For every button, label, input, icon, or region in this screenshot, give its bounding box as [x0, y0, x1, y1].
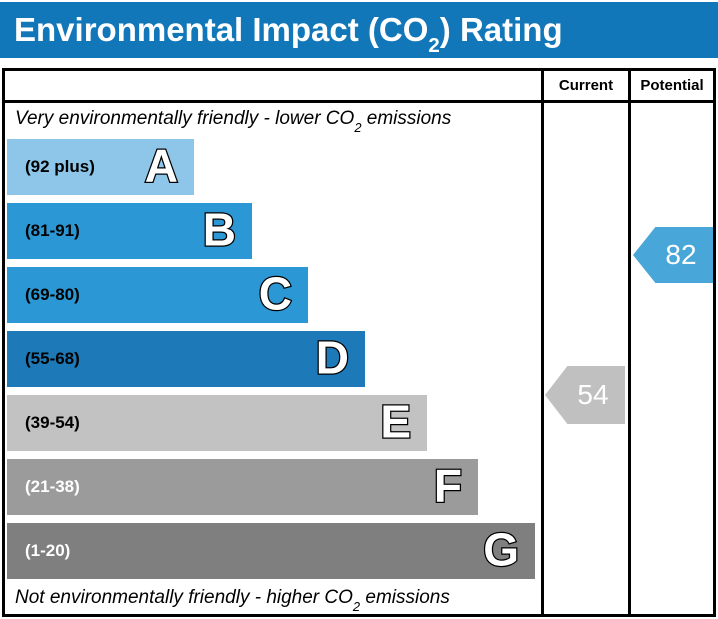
table-header-row: Current Potential [5, 71, 713, 103]
rating-band-d: (55-68) D [7, 331, 365, 387]
rating-band-a: (92 plus) A [7, 139, 194, 195]
rating-scale-column: Very environmentally friendly - lower CO… [5, 103, 541, 614]
band-range-label: (69-80) [25, 285, 80, 304]
bottom-note: Not environmentally friendly - higher CO… [15, 587, 450, 614]
band-letter: G [482, 523, 520, 576]
rating-band-g: (1-20) G [7, 523, 535, 579]
top-note: Very environmentally friendly - lower CO… [15, 108, 452, 135]
band-range-label: (1-20) [25, 541, 71, 560]
band-range-label: (55-68) [25, 349, 80, 368]
rating-bars: (92 plus) A (81-91) B (69-80) C (55-68) … [7, 139, 535, 587]
potential-value: 82 [665, 239, 697, 270]
page-title: Environmental Impact (CO2) Rating [14, 11, 563, 58]
band-letter: D [315, 331, 351, 384]
band-range-label: (81-91) [25, 221, 80, 240]
current-pointer: 54 [545, 366, 625, 424]
band-letter: B [202, 203, 238, 256]
band-range-label: (39-54) [25, 413, 80, 432]
band-letter: F [433, 459, 464, 512]
header-potential-cell: Potential [628, 71, 713, 100]
band-letter: A [144, 139, 180, 192]
current-value: 54 [577, 379, 609, 410]
band-letter: E [379, 395, 412, 448]
header-current-cell: Current [541, 71, 628, 100]
potential-value-column: 82 [628, 103, 713, 614]
potential-pointer: 82 [633, 227, 713, 283]
rating-band-b: (81-91) B [7, 203, 252, 259]
band-range-label: (92 plus) [25, 157, 95, 176]
potential-column-label: Potential [640, 77, 704, 94]
rating-table: Current Potential Very environmentally f… [2, 68, 716, 617]
band-letter: C [258, 267, 294, 320]
current-column-label: Current [558, 77, 614, 94]
current-value-column: 54 [541, 103, 628, 614]
title-subscript: 2 [428, 34, 440, 58]
rating-band-e: (39-54) E [7, 395, 427, 451]
header-empty-cell [5, 71, 541, 100]
chart-title-bar: Environmental Impact (CO2) Rating [0, 2, 718, 58]
rating-band-c: (69-80) C [7, 267, 308, 323]
rating-band-f: (21-38) F [7, 459, 478, 515]
table-body: Very environmentally friendly - lower CO… [5, 103, 713, 614]
band-range-label: (21-38) [25, 477, 80, 496]
